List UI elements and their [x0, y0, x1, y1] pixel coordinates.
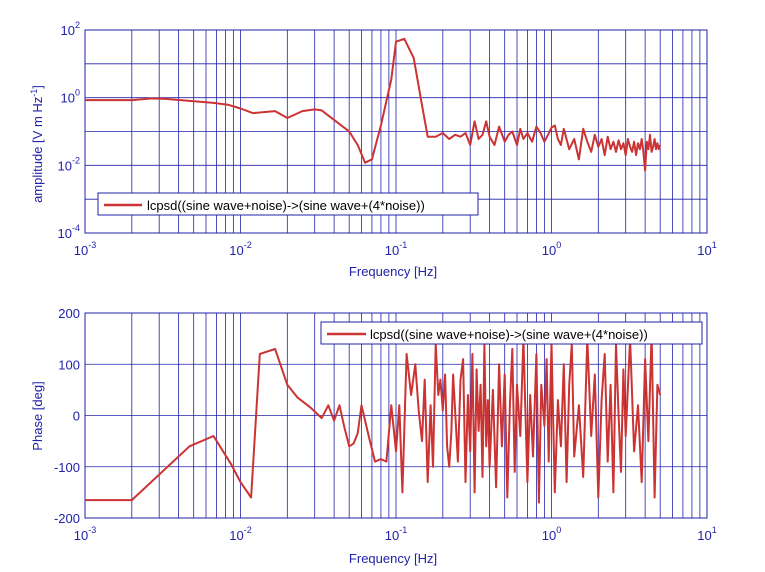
x-tick-base: 10 — [385, 243, 399, 258]
phase-x-axis-label: Frequency [Hz] — [349, 551, 437, 566]
y-tick-label: 100 — [61, 88, 80, 106]
y-tick-base: 10 — [58, 226, 72, 241]
y-tick-base: 10 — [61, 91, 75, 106]
y-tick-exponent: -2 — [72, 155, 80, 165]
x-tick-base: 10 — [542, 528, 556, 543]
x-tick-base: 10 — [74, 528, 88, 543]
x-tick-base: 10 — [74, 243, 88, 258]
x-tick-base: 10 — [385, 528, 399, 543]
amplitude-legend-box — [97, 192, 479, 216]
x-tick-label: 101 — [697, 240, 716, 258]
phase-legend-label: lcpsd((sine wave+noise)->(sine wave+(4*n… — [370, 327, 648, 342]
y-tick-label: 0 — [73, 409, 80, 424]
y-tick-exponent: 0 — [75, 88, 80, 98]
x-tick-label: 100 — [542, 525, 561, 543]
x-tick-label: 10-1 — [385, 240, 407, 258]
x-tick-exponent: 1 — [712, 240, 717, 250]
x-tick-base: 10 — [697, 243, 711, 258]
x-tick-label: 101 — [697, 525, 716, 543]
y-tick-label: 200 — [58, 306, 80, 321]
y-tick-exponent: -4 — [72, 223, 80, 233]
amplitude-x-axis-label: Frequency [Hz] — [349, 264, 437, 279]
x-tick-exponent: 0 — [556, 525, 561, 535]
series-line — [85, 37, 662, 172]
x-tick-label: 10-3 — [74, 525, 96, 543]
series-line — [85, 332, 662, 504]
amplitude-legend-label: lcpsd((sine wave+noise)->(sine wave+(4*n… — [147, 198, 425, 213]
y-tick-exponent: 2 — [75, 20, 80, 30]
phase-grid — [85, 313, 707, 518]
y-tick-label: 10-4 — [58, 223, 80, 241]
y-tick-label: -100 — [54, 460, 80, 475]
x-tick-base: 10 — [229, 243, 243, 258]
x-tick-base: 10 — [542, 243, 556, 258]
phase-series — [85, 332, 662, 504]
y-tick-label: 102 — [61, 20, 80, 38]
y-tick-label: -200 — [54, 511, 80, 526]
x-tick-exponent: 1 — [712, 525, 717, 535]
phase-legend[interactable]: lcpsd((sine wave+noise)->(sine wave+(4*n… — [320, 321, 703, 345]
x-tick-base: 10 — [697, 528, 711, 543]
x-tick-exponent: -2 — [244, 240, 252, 250]
amplitude-y-axis-label-main: amplitude [V m Hz — [30, 97, 45, 203]
amplitude-y-axis-label-superscript: -1 — [29, 89, 39, 97]
x-tick-label: 100 — [542, 240, 561, 258]
phase-legend-box — [320, 321, 703, 345]
x-tick-exponent: 0 — [556, 240, 561, 250]
amplitude-legend[interactable]: lcpsd((sine wave+noise)->(sine wave+(4*n… — [97, 192, 479, 216]
y-tick-label: 100 — [58, 357, 80, 372]
x-tick-base: 10 — [229, 528, 243, 543]
amplitude-series — [85, 37, 662, 172]
x-tick-label: 10-2 — [229, 525, 251, 543]
x-tick-exponent: -3 — [88, 525, 96, 535]
x-tick-label: 10-3 — [74, 240, 96, 258]
x-tick-exponent: -3 — [88, 240, 96, 250]
y-tick-base: 10 — [58, 158, 72, 173]
x-tick-exponent: -1 — [399, 240, 407, 250]
amplitude-y-axis-label-close: ] — [30, 85, 45, 89]
y-tick-label: 10-2 — [58, 155, 80, 173]
phase-y-axis-label: Phase [deg] — [30, 381, 45, 450]
x-tick-exponent: -2 — [244, 525, 252, 535]
x-tick-label: 10-2 — [229, 240, 251, 258]
y-tick-base: 10 — [61, 23, 75, 38]
x-tick-label: 10-1 — [385, 525, 407, 543]
x-tick-exponent: -1 — [399, 525, 407, 535]
amplitude-y-axis-label: amplitude [V m Hz-1] — [29, 85, 45, 203]
